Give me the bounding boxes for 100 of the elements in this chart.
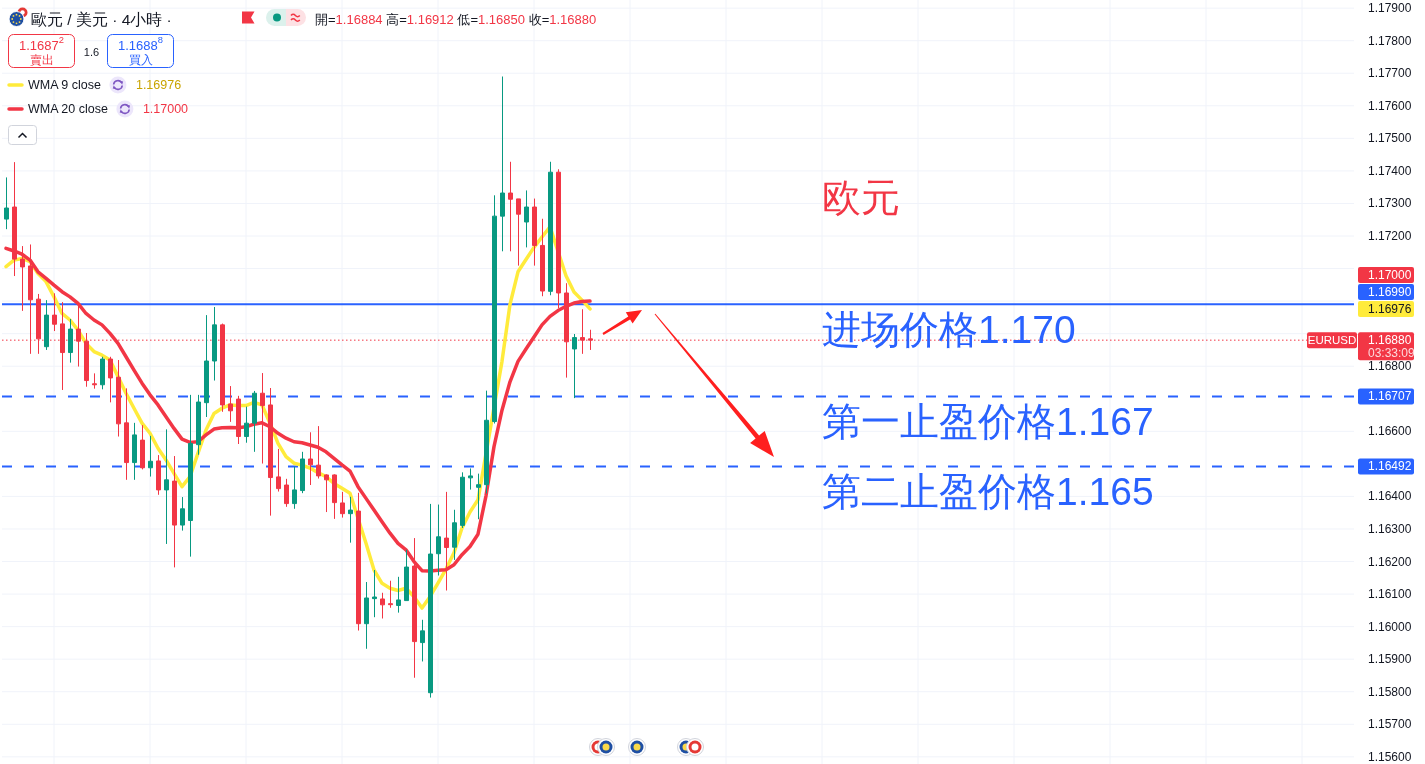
- candlestick: [52, 292, 57, 332]
- candlestick: [180, 496, 185, 532]
- legend-label: WMA 20 close: [28, 102, 108, 116]
- candlestick: [148, 435, 153, 478]
- annotation: 第二止盈价格1.165: [822, 469, 1154, 513]
- annotation: 欧元: [822, 175, 900, 219]
- annotation: 1.1687$^{2}$: [19, 34, 64, 52]
- ref-line-label: 1.16492: [1368, 459, 1412, 474]
- candlestick: [364, 581, 369, 650]
- annotation: 进场价格1.170: [822, 307, 1076, 351]
- text: 1.16976: [1368, 301, 1412, 316]
- candlestick: [4, 176, 9, 230]
- candlestick: [348, 496, 353, 544]
- candlestick: [404, 549, 409, 602]
- candlestick: [420, 619, 425, 662]
- candlestick: [276, 448, 281, 493]
- y-tick-label: 1.16100: [1368, 587, 1412, 602]
- candlestick: [164, 428, 169, 545]
- annotation: 第一止盈价格1.167: [822, 399, 1154, 443]
- candlestick: [532, 198, 537, 267]
- candlestick: [68, 318, 73, 364]
- candlestick: [292, 466, 297, 510]
- candlestick: [92, 372, 97, 390]
- y-tick-label: 1.16600: [1368, 424, 1412, 439]
- candlestick: [324, 473, 329, 513]
- candlestick: [460, 471, 465, 529]
- candlestick: [236, 395, 241, 445]
- annotation: 1.1688$^{8}$: [118, 34, 163, 52]
- annotation: EURUSD: [1307, 334, 1357, 347]
- annotation: 賣出: [29, 52, 54, 67]
- y-tick-label: 1.17400: [1368, 163, 1412, 178]
- annotation: 1.16976: [135, 78, 182, 92]
- candlestick: [452, 509, 457, 561]
- candlestick: [44, 299, 49, 351]
- candlestick: [372, 569, 377, 618]
- y-tick-label: 1.16000: [1368, 619, 1412, 634]
- candlestick: [124, 387, 129, 481]
- annotation: 1.17000: [142, 102, 189, 116]
- text: 歐元 / 美元 · 4小時 ·: [31, 10, 172, 27]
- candlestick: [436, 504, 441, 577]
- y-tick-label: 1.17200: [1368, 229, 1412, 243]
- candlestick: [260, 372, 265, 465]
- annotation: 1.6: [83, 46, 100, 58]
- ref-line-label: 1.16880: [1368, 333, 1412, 348]
- candlestick: [156, 454, 161, 496]
- candlestick: [388, 580, 393, 609]
- candlestick: [476, 473, 481, 520]
- y-tick-label: 1.15900: [1368, 652, 1412, 667]
- candlestick: [540, 218, 545, 297]
- y-tick-label: 1.17900: [1368, 1, 1412, 16]
- candlestick: [572, 333, 577, 399]
- text: 1.17000: [1368, 267, 1412, 282]
- candlestick: [332, 473, 337, 520]
- candlestick: [212, 306, 217, 382]
- y-tick-label: 1.16200: [1368, 554, 1412, 569]
- candlestick: [468, 467, 473, 491]
- candlestick: [228, 385, 233, 423]
- candlestick: [492, 194, 497, 424]
- y-tick-label: 1.16800: [1368, 359, 1412, 374]
- y-tick-label: 1.16300: [1368, 521, 1412, 536]
- annotation: 買入: [128, 52, 153, 67]
- candlestick: [116, 359, 121, 438]
- y-tick-label: 1.17500: [1368, 131, 1412, 146]
- candlestick: [316, 425, 321, 480]
- candlestick: [340, 491, 345, 519]
- candlestick: [516, 198, 521, 267]
- candlestick: [108, 356, 113, 403]
- candlestick: [268, 387, 273, 517]
- candlestick: [484, 390, 489, 494]
- ref-line-label: 1.16707: [1368, 389, 1412, 404]
- candlestick: [500, 76, 505, 252]
- y-tick-label: 1.17700: [1368, 66, 1412, 81]
- candlestick: [428, 503, 433, 699]
- y-tick-label: 1.15700: [1368, 717, 1412, 732]
- y-tick-label: 1.17800: [1368, 33, 1412, 48]
- candlestick: [508, 161, 513, 252]
- ref-line-label: 1.16990: [1368, 284, 1412, 299]
- text: 03:33:09: [1368, 345, 1415, 360]
- candlestick: [252, 390, 257, 453]
- y-tick-label: 1.15600: [1368, 749, 1412, 764]
- y-tick-label: 1.17300: [1368, 196, 1412, 211]
- candlestick: [300, 451, 305, 494]
- candlestick: [396, 576, 401, 614]
- y-tick-label: 1.17600: [1368, 98, 1412, 113]
- legend-label: WMA 9 close: [28, 78, 101, 92]
- candlestick: [308, 431, 313, 486]
- y-tick-label: 1.15800: [1368, 684, 1412, 699]
- candlestick: [140, 424, 145, 470]
- candlestick: [196, 394, 201, 456]
- candlestick: [172, 455, 177, 568]
- candlestick: [548, 161, 553, 296]
- annotation: 開=1.16884 高=1.16912 低=1.16850 收=1.16880: [315, 11, 597, 26]
- candlestick: [524, 189, 529, 248]
- y-tick-label: 1.16400: [1368, 489, 1412, 504]
- candlestick: [204, 314, 209, 418]
- candlestick: [380, 592, 385, 619]
- candlestick: [284, 478, 289, 508]
- candlestick: [132, 422, 137, 481]
- candlestick: [100, 356, 105, 390]
- candlestick: [188, 394, 193, 558]
